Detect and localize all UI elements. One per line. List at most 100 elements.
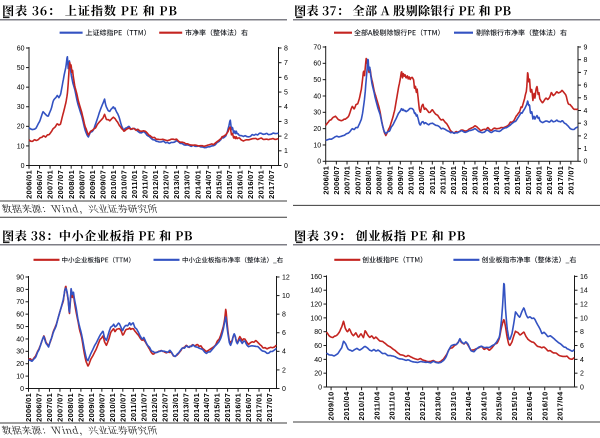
svg-text:20: 20 xyxy=(17,124,25,131)
svg-text:2011/01: 2011/01 xyxy=(129,393,138,421)
svg-text:2012/07: 2012/07 xyxy=(460,166,469,195)
svg-text:40: 40 xyxy=(314,357,322,364)
svg-text:2009/01: 2009/01 xyxy=(87,393,96,422)
svg-text:2: 2 xyxy=(282,367,286,374)
svg-text:2008/01: 2008/01 xyxy=(364,166,373,195)
svg-text:2009/07: 2009/07 xyxy=(396,166,405,195)
svg-text:2008/07: 2008/07 xyxy=(77,170,86,199)
svg-text:0: 0 xyxy=(284,163,288,170)
svg-text:2006/01: 2006/01 xyxy=(25,170,34,199)
svg-text:40: 40 xyxy=(16,336,24,343)
svg-text:2009/01: 2009/01 xyxy=(88,170,97,199)
svg-text:2007/07: 2007/07 xyxy=(56,393,65,422)
svg-text:2016/01: 2016/01 xyxy=(535,166,544,195)
svg-text:2016/07: 2016/07 xyxy=(246,170,255,199)
svg-text:6: 6 xyxy=(284,75,288,82)
svg-text:2015/07: 2015/07 xyxy=(223,393,232,422)
svg-text:80: 80 xyxy=(16,287,24,294)
svg-text:70: 70 xyxy=(313,44,321,51)
svg-text:2014/07: 2014/07 xyxy=(204,170,213,199)
svg-text:2014/01: 2014/01 xyxy=(193,170,202,199)
svg-text:2017/01: 2017/01 xyxy=(257,170,266,199)
svg-text:80: 80 xyxy=(314,329,322,336)
svg-text:2016/07: 2016/07 xyxy=(545,166,554,195)
svg-text:2014/07: 2014/07 xyxy=(503,166,512,195)
svg-text:5: 5 xyxy=(284,89,288,96)
svg-text:2010/10: 2010/10 xyxy=(357,392,366,421)
svg-text:2014/04: 2014/04 xyxy=(464,391,473,420)
svg-text:4: 4 xyxy=(282,349,286,356)
svg-text:2013/07: 2013/07 xyxy=(183,170,192,199)
svg-text:2017/07: 2017/07 xyxy=(265,393,274,422)
svg-text:2015/01: 2015/01 xyxy=(214,170,223,199)
svg-text:2013/04: 2013/04 xyxy=(434,391,443,420)
svg-text:0: 0 xyxy=(282,386,286,393)
svg-text:70: 70 xyxy=(16,299,24,306)
svg-text:50: 50 xyxy=(313,77,321,84)
svg-text:2006/01: 2006/01 xyxy=(24,393,33,422)
svg-text:8: 8 xyxy=(580,329,584,336)
svg-text:2010/07: 2010/07 xyxy=(417,166,426,195)
svg-text:140: 140 xyxy=(310,288,322,295)
svg-text:2006/07: 2006/07 xyxy=(332,166,341,195)
svg-text:20: 20 xyxy=(16,361,24,368)
svg-text:2011/07: 2011/07 xyxy=(139,393,148,421)
svg-text:2016/07: 2016/07 xyxy=(244,393,253,422)
svg-text:2016/01: 2016/01 xyxy=(235,170,244,199)
svg-text:2: 2 xyxy=(580,371,584,378)
svg-text:2006/07: 2006/07 xyxy=(35,170,44,199)
svg-text:9: 9 xyxy=(584,44,588,51)
svg-text:10: 10 xyxy=(580,315,588,322)
svg-text:2008/07: 2008/07 xyxy=(76,393,85,422)
svg-text:2: 2 xyxy=(284,134,288,141)
svg-text:2017/04: 2017/04 xyxy=(556,391,565,420)
svg-text:2011/07: 2011/07 xyxy=(141,170,150,198)
svg-text:5: 5 xyxy=(584,95,588,102)
svg-text:0: 0 xyxy=(318,384,322,391)
svg-text:2012/01: 2012/01 xyxy=(449,166,458,195)
svg-text:2006/07: 2006/07 xyxy=(35,393,44,422)
svg-text:40: 40 xyxy=(313,93,321,100)
svg-text:40: 40 xyxy=(17,85,25,92)
svg-text:2009/01: 2009/01 xyxy=(385,166,394,195)
svg-text:1: 1 xyxy=(284,148,288,155)
svg-text:2011/01: 2011/01 xyxy=(428,166,437,194)
svg-text:2012/07: 2012/07 xyxy=(160,393,169,422)
svg-text:2013/01: 2013/01 xyxy=(171,393,180,422)
svg-text:8: 8 xyxy=(584,57,588,64)
svg-text:2010/01: 2010/01 xyxy=(109,170,118,199)
svg-text:4: 4 xyxy=(284,104,288,111)
svg-text:2010/01: 2010/01 xyxy=(108,393,117,422)
svg-text:7: 7 xyxy=(584,70,588,77)
svg-text:0: 0 xyxy=(584,159,588,166)
svg-text:2011/07: 2011/07 xyxy=(439,166,448,194)
svg-text:7: 7 xyxy=(284,60,288,67)
svg-text:2011/10: 2011/10 xyxy=(388,392,397,420)
svg-text:2: 2 xyxy=(584,133,588,140)
svg-text:2017/01: 2017/01 xyxy=(255,393,264,422)
svg-text:90: 90 xyxy=(16,274,24,281)
svg-text:50: 50 xyxy=(17,65,25,72)
svg-text:2007/01: 2007/01 xyxy=(46,170,55,199)
svg-text:2008/01: 2008/01 xyxy=(66,393,75,422)
svg-text:30: 30 xyxy=(17,104,25,111)
svg-text:2007/07: 2007/07 xyxy=(353,166,362,195)
svg-text:2008/01: 2008/01 xyxy=(67,170,76,199)
svg-text:2014/01: 2014/01 xyxy=(492,166,501,195)
svg-text:20: 20 xyxy=(314,371,322,378)
svg-text:2014/10: 2014/10 xyxy=(479,391,488,420)
svg-text:2015/07: 2015/07 xyxy=(225,170,234,199)
svg-text:12: 12 xyxy=(282,274,290,281)
svg-text:2012/04: 2012/04 xyxy=(403,391,412,420)
svg-text:2013/07: 2013/07 xyxy=(481,166,490,195)
svg-text:16: 16 xyxy=(580,274,588,281)
svg-text:2008/07: 2008/07 xyxy=(375,166,384,195)
svg-text:60: 60 xyxy=(16,312,24,319)
svg-text:2015/07: 2015/07 xyxy=(524,166,533,195)
svg-text:2010/07: 2010/07 xyxy=(118,393,127,422)
svg-text:2014/07: 2014/07 xyxy=(202,393,211,422)
svg-text:2010/01: 2010/01 xyxy=(407,166,416,195)
svg-text:0: 0 xyxy=(20,386,24,393)
svg-text:14: 14 xyxy=(580,288,588,295)
svg-text:10: 10 xyxy=(17,143,25,150)
